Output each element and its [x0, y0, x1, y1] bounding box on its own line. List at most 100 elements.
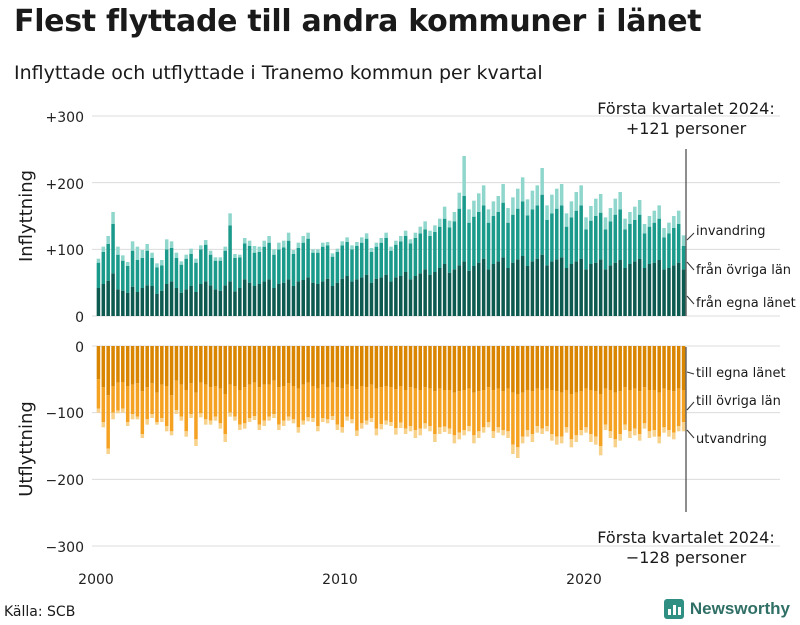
inflow-bar-2-12	[155, 263, 159, 268]
outflow-bar-0-51	[345, 346, 349, 385]
inflow-bar-2-78	[477, 193, 481, 212]
inflow-bar-0-15	[169, 281, 174, 316]
inflow-bar-1-16	[174, 258, 179, 288]
outflow-bar-0-12	[155, 346, 159, 393]
inflow-bar-1-39	[286, 240, 291, 280]
inflow-bar-2-105	[608, 208, 613, 222]
outflow-bar-0-117	[667, 346, 671, 390]
inflow-bar-1-102	[594, 216, 598, 263]
outflow-bar-0-77	[472, 346, 476, 393]
outflow-bar-2-32	[252, 416, 257, 420]
inflow-bar-0-90	[535, 258, 540, 316]
inflow-bar-1-95	[559, 205, 564, 258]
outflow-bar-0-106	[613, 346, 618, 393]
outflow-bar-0-23	[208, 346, 213, 388]
outflow-bar-1-86	[516, 394, 520, 448]
inflow-bar-0-79	[481, 258, 486, 316]
inflow-bar-2-58	[379, 238, 383, 243]
outflow-bar-1-7	[130, 384, 135, 414]
inflow-bar-1-113	[647, 226, 652, 264]
outflow-bar-0-41	[296, 346, 301, 389]
inflow-bar-2-56	[369, 248, 374, 252]
inflow-bar-1-105	[608, 221, 613, 266]
inflow-bar-0-93	[550, 261, 554, 316]
outflow-bar-1-17	[179, 384, 184, 417]
outflow-bar-2-63	[403, 428, 408, 434]
outflow-bar-1-5	[121, 382, 125, 409]
outflow-bar-0-15	[169, 346, 174, 396]
outflow-bar-0-114	[652, 346, 657, 390]
outflow-bar-1-70	[438, 388, 442, 428]
inflow-bar-2-79	[481, 185, 486, 206]
outflow-bar-2-95	[559, 436, 564, 444]
outflow-bar-2-113	[647, 431, 652, 438]
inflow-bar-1-75	[462, 196, 466, 262]
inflow-bar-1-19	[189, 254, 193, 286]
inflow-bar-1-66	[418, 233, 423, 274]
inflow-bar-2-96	[564, 213, 569, 227]
outflow-bar-0-45	[316, 346, 320, 389]
inflow-bar-1-38	[281, 247, 286, 283]
inflow-bar-0-73	[452, 269, 457, 316]
inflow-bar-1-98	[574, 210, 579, 262]
inflow-bar-1-15	[169, 248, 174, 282]
inflow-bar-0-47	[325, 278, 330, 316]
outflow-bar-0-18	[184, 346, 188, 390]
outflow-bar-1-23	[208, 387, 213, 421]
inflow-bar-2-99	[579, 185, 583, 206]
outflow-bar-2-39	[286, 416, 291, 421]
outflow-bar-1-54	[359, 386, 364, 424]
inflow-bar-1-78	[477, 212, 481, 263]
outflow-bar-0-101	[589, 346, 593, 390]
y-tick-bottom-3: −300	[46, 540, 84, 556]
inflow-bar-2-73	[452, 212, 457, 222]
outflow-bar-1-87	[520, 392, 525, 437]
inflow-bar-2-15	[169, 241, 174, 248]
inflow-bar-2-81	[491, 201, 496, 216]
outflow-bar-2-78	[477, 431, 481, 438]
outflow-bar-2-19	[189, 414, 193, 418]
inflow-bar-2-74	[457, 192, 462, 209]
x-tick-2000: 2000	[78, 572, 114, 588]
outflow-bar-2-70	[438, 427, 442, 434]
outflow-bar-1-113	[647, 390, 652, 432]
outflow-bar-2-99	[579, 430, 583, 436]
inflow-bar-1-54	[359, 242, 364, 278]
legend-connector-in-same	[686, 295, 695, 305]
outflow-bar-1-15	[169, 395, 174, 432]
outflow-bar-0-67	[423, 346, 427, 388]
inflow-bar-1-44	[311, 252, 315, 283]
inflow-bar-0-63	[403, 272, 408, 316]
outflow-bar-0-0	[96, 346, 101, 380]
inflow-bar-1-88	[525, 215, 530, 266]
inflow-bar-0-18	[184, 289, 188, 316]
brand-logo[interactable]: Newsworthy	[663, 599, 790, 619]
legend-out-abroad: utvandring	[696, 432, 767, 447]
chart-title: Flest flyttade till andra kommuner i län…	[14, 4, 702, 39]
outflow-bar-1-29	[238, 390, 242, 425]
outflow-bar-1-10	[145, 387, 149, 420]
inflow-bar-1-61	[394, 244, 398, 278]
inflow-bar-0-60	[389, 281, 393, 316]
outflow-bar-0-16	[174, 346, 179, 381]
inflow-bar-2-93	[550, 194, 554, 214]
inflow-bar-1-0	[96, 262, 101, 288]
inflow-bar-2-3	[111, 212, 115, 224]
outflow-bar-2-51	[345, 416, 349, 421]
outflow-bar-0-43	[306, 346, 310, 383]
outflow-bar-0-48	[330, 346, 335, 383]
inflow-bar-1-97	[569, 217, 574, 264]
inflow-bar-1-68	[428, 236, 432, 275]
outflow-bar-0-3	[111, 346, 115, 386]
outflow-bar-1-32	[252, 382, 257, 416]
outflow-bar-1-51	[345, 384, 349, 417]
inflow-bar-1-27	[228, 225, 232, 282]
outflow-bar-0-14	[164, 346, 169, 386]
inflow-bar-1-41	[296, 248, 301, 282]
inflow-bar-0-37	[277, 284, 281, 316]
inflow-bar-1-94	[555, 208, 559, 260]
outflow-bar-0-80	[486, 346, 491, 388]
inflow-bar-2-82	[496, 196, 501, 212]
outflow-bar-0-62	[399, 346, 403, 386]
outflow-bar-1-91	[540, 390, 544, 429]
